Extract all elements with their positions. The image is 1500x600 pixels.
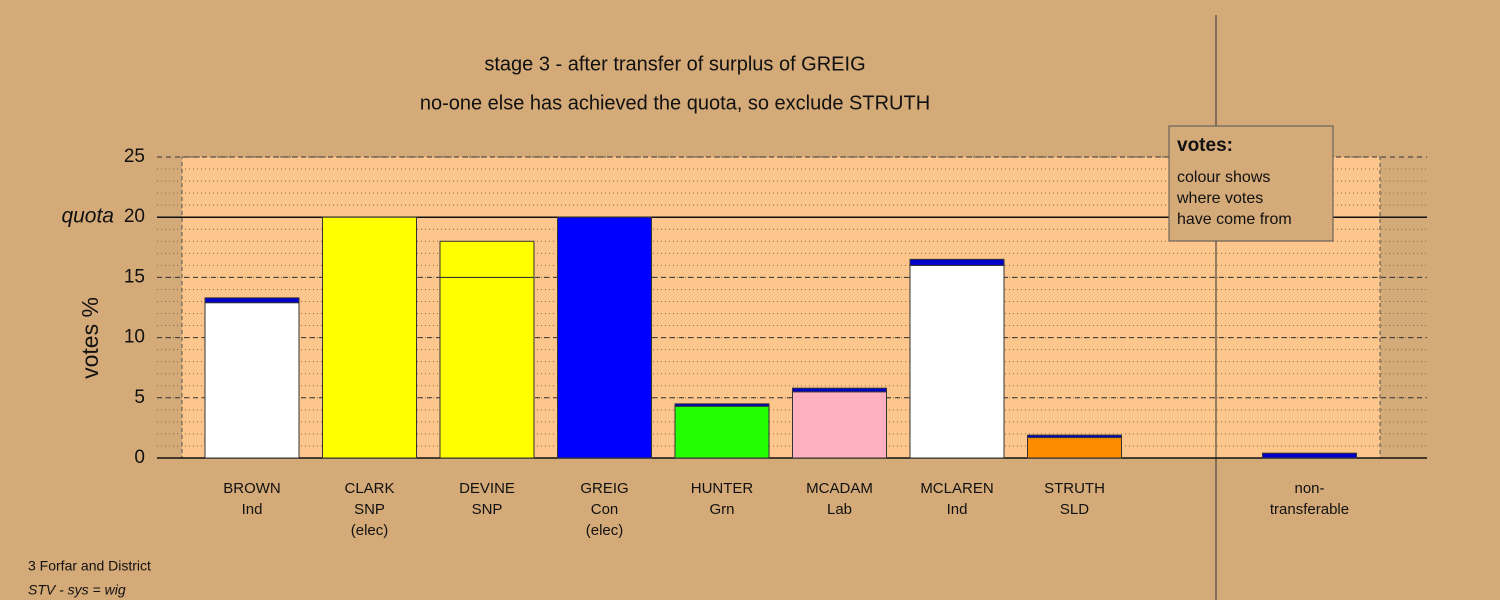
- bar-segment: [439, 276, 535, 459]
- x-tick-label: Lab: [827, 501, 852, 518]
- bar-segment: [909, 264, 1005, 459]
- x-tick-label: MCLAREN: [920, 480, 993, 497]
- x-tick-label: Ind: [242, 501, 263, 518]
- legend-title: votes:: [1177, 135, 1233, 156]
- x-tick-label: transferable: [1270, 501, 1349, 518]
- x-tick-label: non-: [1294, 480, 1324, 497]
- legend-box: [1168, 125, 1334, 242]
- y-tick-label: 25: [124, 146, 145, 167]
- y-tick-label: 0: [134, 447, 145, 468]
- x-tick-label: CLARK: [344, 480, 394, 497]
- y-tick-label: 15: [124, 266, 145, 287]
- x-tick-label: STRUTH: [1044, 480, 1105, 497]
- quota-label: quota: [61, 205, 114, 228]
- chart-subtitle: no-one else has achieved the quota, so e…: [420, 92, 930, 114]
- x-tick-label: HUNTER: [691, 480, 754, 497]
- x-tick-label: SNP: [354, 501, 385, 518]
- bar-segment: [792, 391, 887, 459]
- y-axis-label: votes %: [77, 297, 103, 379]
- chart-title: stage 3 - after transfer of surplus of G…: [484, 53, 865, 75]
- bar-segment: [1027, 437, 1122, 459]
- x-tick-label: Con: [591, 501, 619, 518]
- y-tick-label: 5: [134, 387, 145, 408]
- bar-segment: [204, 302, 300, 459]
- x-tick-label: GREIG: [580, 480, 628, 497]
- x-tick-label: Ind: [947, 501, 968, 518]
- footer: STV - sys = wig: [28, 582, 126, 598]
- x-tick-label: SNP: [472, 501, 503, 518]
- x-tick-label: MCADAM: [806, 480, 873, 497]
- x-tick-label: Grn: [709, 501, 734, 518]
- bar-segment: [674, 403, 770, 407]
- bar-segment: [204, 297, 300, 304]
- y-tick-label: 10: [124, 327, 145, 348]
- bar-segment: [1027, 434, 1122, 439]
- x-tick-label: DEVINE: [459, 480, 515, 497]
- x-tick-label: (elec): [351, 522, 389, 539]
- bar-segment: [792, 387, 887, 393]
- y-tick-label: 20: [124, 206, 145, 227]
- bar-segment: [439, 240, 535, 278]
- footer: 3 Forfar and District: [28, 558, 151, 574]
- x-tick-label: BROWN: [223, 480, 281, 497]
- bar-segment: [674, 405, 770, 459]
- legend-text: colour shows: [1177, 169, 1270, 186]
- bar-segment: [322, 216, 417, 459]
- bar-segment: [1262, 452, 1357, 459]
- bar-segment: [557, 216, 652, 459]
- bar-segment: [909, 258, 1005, 266]
- legend-text: have come from: [1177, 211, 1292, 228]
- x-tick-label: SLD: [1060, 501, 1089, 518]
- x-tick-label: (elec): [586, 522, 624, 539]
- legend-text: where votes: [1176, 190, 1263, 207]
